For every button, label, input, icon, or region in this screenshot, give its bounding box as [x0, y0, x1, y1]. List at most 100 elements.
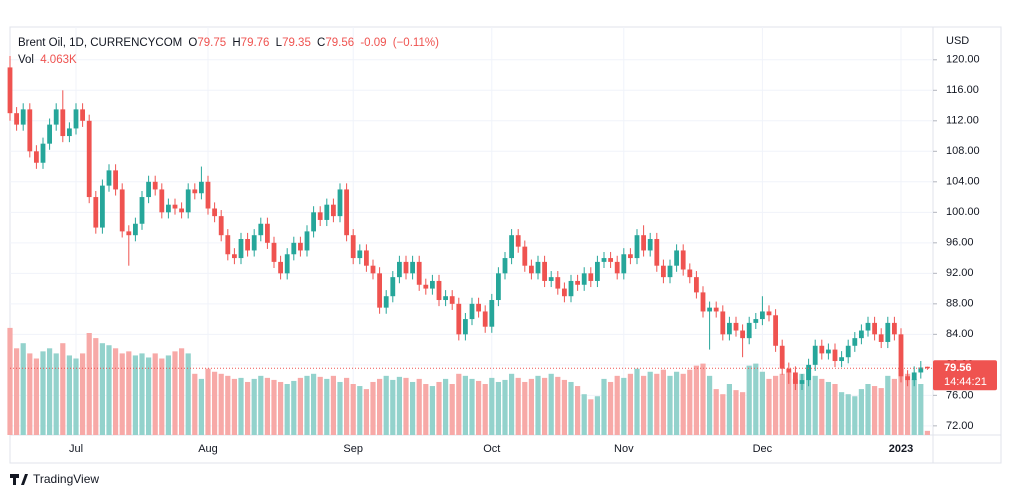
- candle-body: [20, 109, 26, 125]
- volume-bar: [905, 373, 911, 435]
- candle-body: [159, 189, 165, 213]
- candle-body: [667, 265, 673, 278]
- volume-bar: [99, 343, 105, 435]
- volume-bar: [225, 375, 231, 435]
- candle-body: [304, 231, 310, 251]
- change: -0.09: [360, 37, 387, 49]
- candle-body: [205, 181, 211, 209]
- volume-bar: [588, 399, 594, 435]
- candle-body: [819, 345, 825, 354]
- volume-bar: [165, 355, 171, 435]
- candle-body: [700, 292, 706, 312]
- candle-body: [86, 120, 92, 198]
- legend: Brent Oil, 1D, CURRENCYCOM O79.75 H79.76…: [18, 35, 442, 69]
- volume-bar: [733, 390, 739, 435]
- candle-body: [40, 143, 46, 163]
- candle-body: [773, 315, 778, 346]
- candle-body: [449, 296, 455, 304]
- volume-bar: [713, 389, 719, 435]
- candle-body: [7, 67, 13, 114]
- open-value: 79.75: [197, 37, 227, 49]
- candle-body: [278, 261, 283, 274]
- candle-body: [694, 277, 699, 293]
- volume-bar: [33, 358, 39, 435]
- candle-body: [245, 239, 250, 251]
- candle-body: [265, 223, 270, 243]
- volume-bar: [390, 379, 396, 435]
- volume-bar: [522, 381, 528, 435]
- volume-bar: [377, 378, 383, 435]
- candle-body: [192, 189, 198, 194]
- x-tick-label: 2023: [889, 443, 913, 455]
- candle-body: [166, 204, 171, 213]
- volume-bar: [330, 375, 336, 435]
- volume-bar: [819, 378, 825, 435]
- volume-bar: [773, 375, 779, 435]
- volume-bar: [667, 375, 673, 435]
- candle-body: [799, 380, 805, 384]
- candle-body: [733, 322, 739, 331]
- volume-bar: [185, 353, 191, 435]
- volume-bar: [304, 375, 310, 435]
- candle-body: [568, 280, 574, 297]
- candle-body: [911, 372, 917, 381]
- volume-bar: [357, 386, 363, 435]
- candle-body: [641, 235, 646, 251]
- volume-bar: [898, 368, 904, 435]
- candle-body: [344, 189, 349, 236]
- volume-bar: [561, 379, 567, 435]
- volume-bar: [621, 377, 627, 435]
- volume-bar: [93, 338, 99, 435]
- volume-bar: [324, 378, 330, 435]
- volume-bar: [740, 392, 746, 435]
- candle-body: [324, 204, 330, 220]
- candle-body: [522, 246, 528, 266]
- candle-body: [806, 364, 811, 381]
- volume-bar: [231, 378, 237, 435]
- volume-bar: [429, 386, 435, 435]
- volume-bar: [482, 384, 488, 435]
- candle-body: [885, 322, 891, 342]
- volume-bar: [792, 378, 798, 435]
- volume-bar: [14, 348, 20, 435]
- volume-bar: [179, 348, 185, 435]
- candle-body: [654, 239, 660, 266]
- volume-bars: [7, 327, 930, 435]
- volume-bar: [86, 333, 92, 435]
- candle-body: [212, 208, 217, 217]
- volume-bar: [693, 365, 699, 435]
- volume-bar: [311, 373, 317, 435]
- candle-body: [865, 322, 871, 331]
- volume-bar: [20, 343, 26, 435]
- volume-bar: [271, 379, 277, 435]
- volume-bar: [113, 348, 119, 435]
- volume-bar: [416, 378, 422, 435]
- candle-body: [608, 258, 613, 262]
- candle-body: [898, 334, 904, 377]
- volume-bar: [601, 378, 607, 435]
- candles: [7, 55, 930, 391]
- candle-body: [614, 261, 620, 274]
- candle-body: [456, 303, 462, 335]
- volume-bar: [337, 381, 343, 435]
- candle-body: [548, 277, 554, 281]
- candle-body: [740, 330, 745, 339]
- volume-bar: [548, 373, 554, 435]
- volume-bar: [251, 378, 257, 435]
- volume-bar: [515, 377, 521, 435]
- candle-body: [892, 322, 897, 335]
- volume-bar: [885, 375, 891, 435]
- last-price-box: [933, 360, 997, 391]
- volume-bar: [581, 394, 587, 435]
- candle-body: [793, 372, 798, 384]
- logo-mark: [10, 474, 28, 485]
- volume-bar: [462, 375, 468, 435]
- volume-bar: [469, 378, 475, 435]
- volume-bar: [7, 327, 13, 435]
- volume-bar: [218, 373, 224, 435]
- volume-bar: [291, 380, 297, 435]
- volume-bar: [172, 351, 178, 435]
- y-tick-label: 120.00: [946, 54, 980, 66]
- volume-bar: [106, 345, 112, 435]
- volume-bar: [297, 377, 303, 435]
